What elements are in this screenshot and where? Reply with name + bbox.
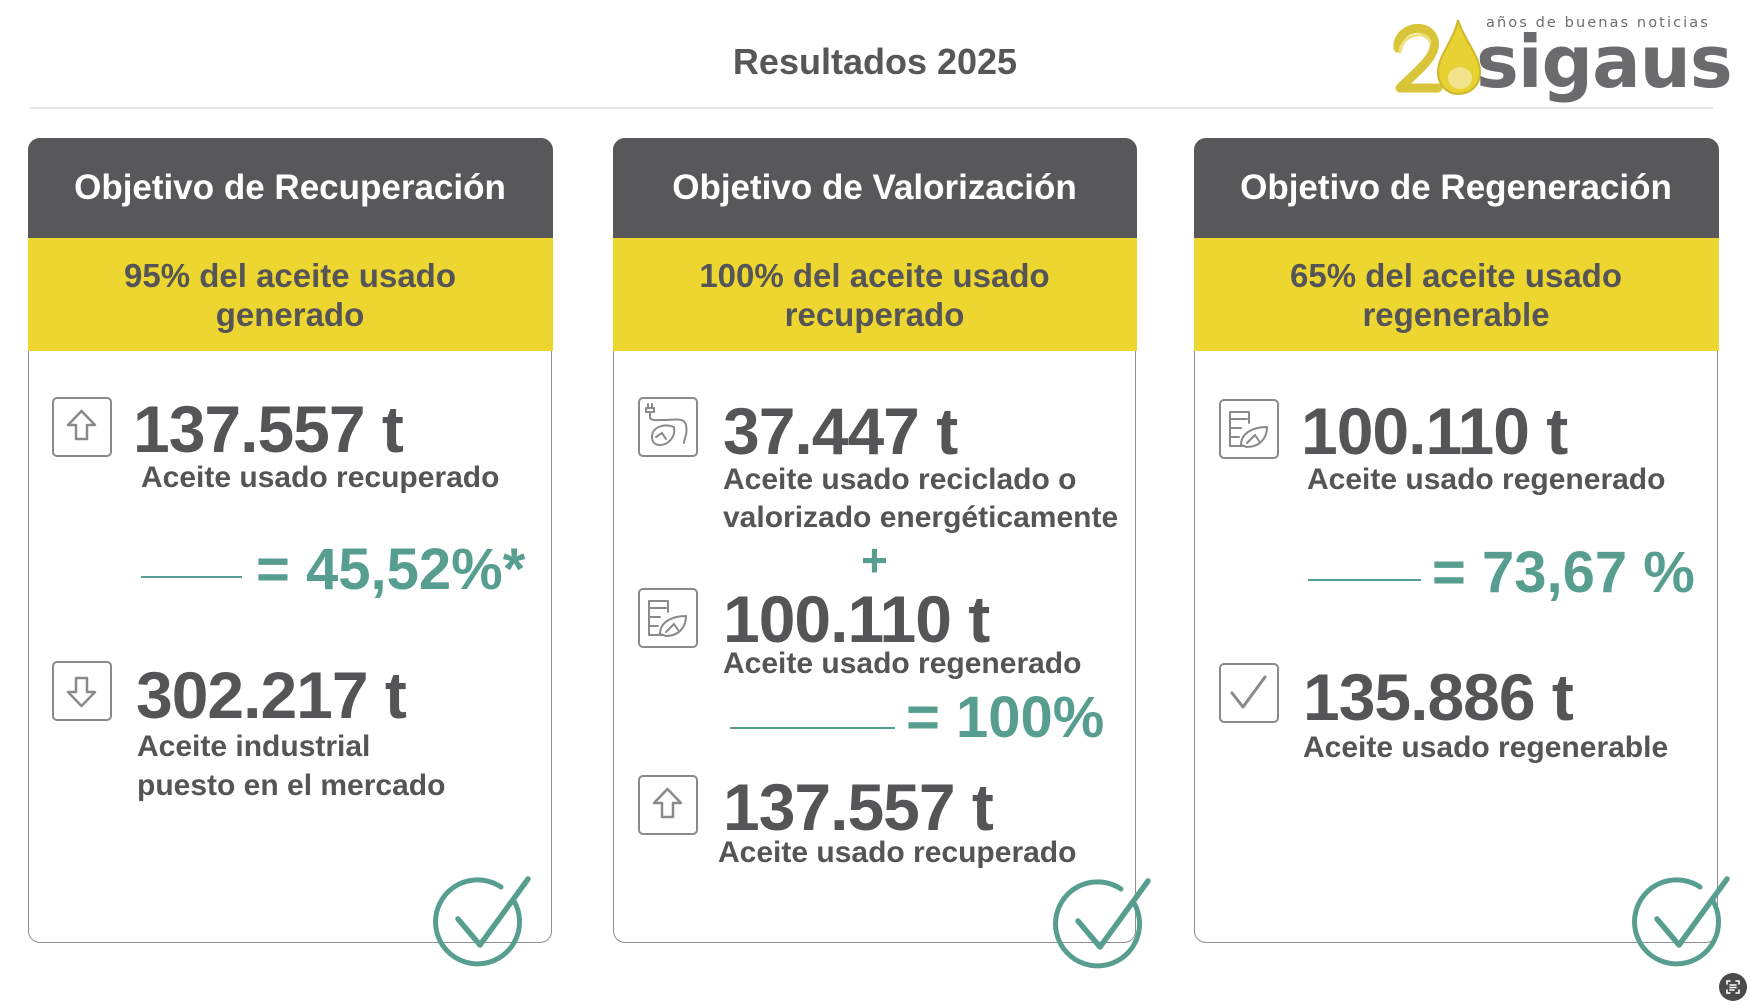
scan-text-icon <box>1726 980 1740 994</box>
value-regenerable: 135.886 t <box>1303 660 1574 734</box>
result-percent: = 73,67 % <box>1432 540 1695 605</box>
target-line-2: generado <box>215 295 365 333</box>
card-target: 95% del aceite usado generado <box>27 237 553 351</box>
check-circle-icon <box>1632 876 1730 967</box>
label-recuperado: Aceite usado recuperado <box>718 836 1077 869</box>
card-title: Objetivo de Valorización <box>612 137 1137 238</box>
check-circle-icon <box>1053 878 1151 969</box>
target-line-2: regenerable <box>1362 295 1550 333</box>
card-recuperacion: Objetivo de Recuperación 95% del aceite … <box>27 137 553 943</box>
plus-operator: + <box>861 534 888 586</box>
value-regenerado: 100.110 t <box>1301 394 1568 468</box>
logo-wordmark: sigaus <box>1476 20 1733 104</box>
fraction-line <box>730 727 895 729</box>
target-line-1: 65% del aceite usado <box>1290 256 1622 294</box>
label-regenerable: Aceite usado regenerable <box>1303 731 1669 764</box>
value-recuperado: 137.557 t <box>133 392 404 466</box>
barrel-leaf-icon <box>1219 399 1279 459</box>
arrow-up-icon <box>52 397 112 457</box>
target-line-2: recuperado <box>784 295 965 333</box>
label-valorizado-1: Aceite usado reciclado o <box>723 463 1077 496</box>
barrel-leaf-icon <box>638 588 698 648</box>
card-regeneracion: Objetivo de Regeneración 65% del aceite … <box>1193 137 1719 943</box>
target-line-1: 95% del aceite usado <box>124 256 456 294</box>
value-regenerado: 100.110 t <box>723 582 990 656</box>
arrow-down-icon <box>52 661 112 721</box>
value-recuperado: 137.557 t <box>723 770 994 844</box>
sigaus-logo: años de buenas noticias sigaus <box>1388 10 1733 102</box>
target-line-1: 100% del aceite usado <box>699 256 1050 294</box>
label-recuperado: Aceite usado recuperado <box>141 461 500 494</box>
label-puesto-mercado-2: puesto en el mercado <box>137 769 446 802</box>
label-puesto-mercado-1: Aceite industrial <box>137 730 371 763</box>
value-valorizado: 37.447 t <box>723 394 958 468</box>
label-regenerado: Aceite usado regenerado <box>1307 463 1666 496</box>
checkbox-icon <box>1219 663 1279 723</box>
header-divider <box>30 107 1713 109</box>
fraction-line <box>141 576 242 578</box>
label-valorizado-2: valorizado energéticamente <box>723 501 1119 534</box>
fraction-line <box>1308 579 1421 581</box>
card-valorizacion: Objetivo de Valorización 100% del aceite… <box>612 137 1137 943</box>
card-target: 100% del aceite usado recuperado <box>612 237 1137 351</box>
logo-tagline: años de buenas noticias <box>1486 15 1710 31</box>
scan-text-button[interactable] <box>1719 973 1747 1001</box>
label-regenerado: Aceite usado regenerado <box>723 647 1082 680</box>
card-title: Objetivo de Recuperación <box>27 137 553 238</box>
card-title: Objetivo de Regeneración <box>1193 137 1719 238</box>
plug-leaf-icon <box>638 397 698 457</box>
result-percent: = 100% <box>906 685 1105 750</box>
card-target: 65% del aceite usado regenerable <box>1193 237 1719 351</box>
value-puesto-mercado: 302.217 t <box>136 658 407 732</box>
logo-20-drop-icon <box>1393 19 1482 96</box>
check-circle-icon <box>433 876 531 967</box>
arrow-up-icon <box>638 775 698 835</box>
result-percent: = 45,52%* <box>256 537 526 602</box>
page-title: Resultados 2025 <box>732 41 1018 82</box>
